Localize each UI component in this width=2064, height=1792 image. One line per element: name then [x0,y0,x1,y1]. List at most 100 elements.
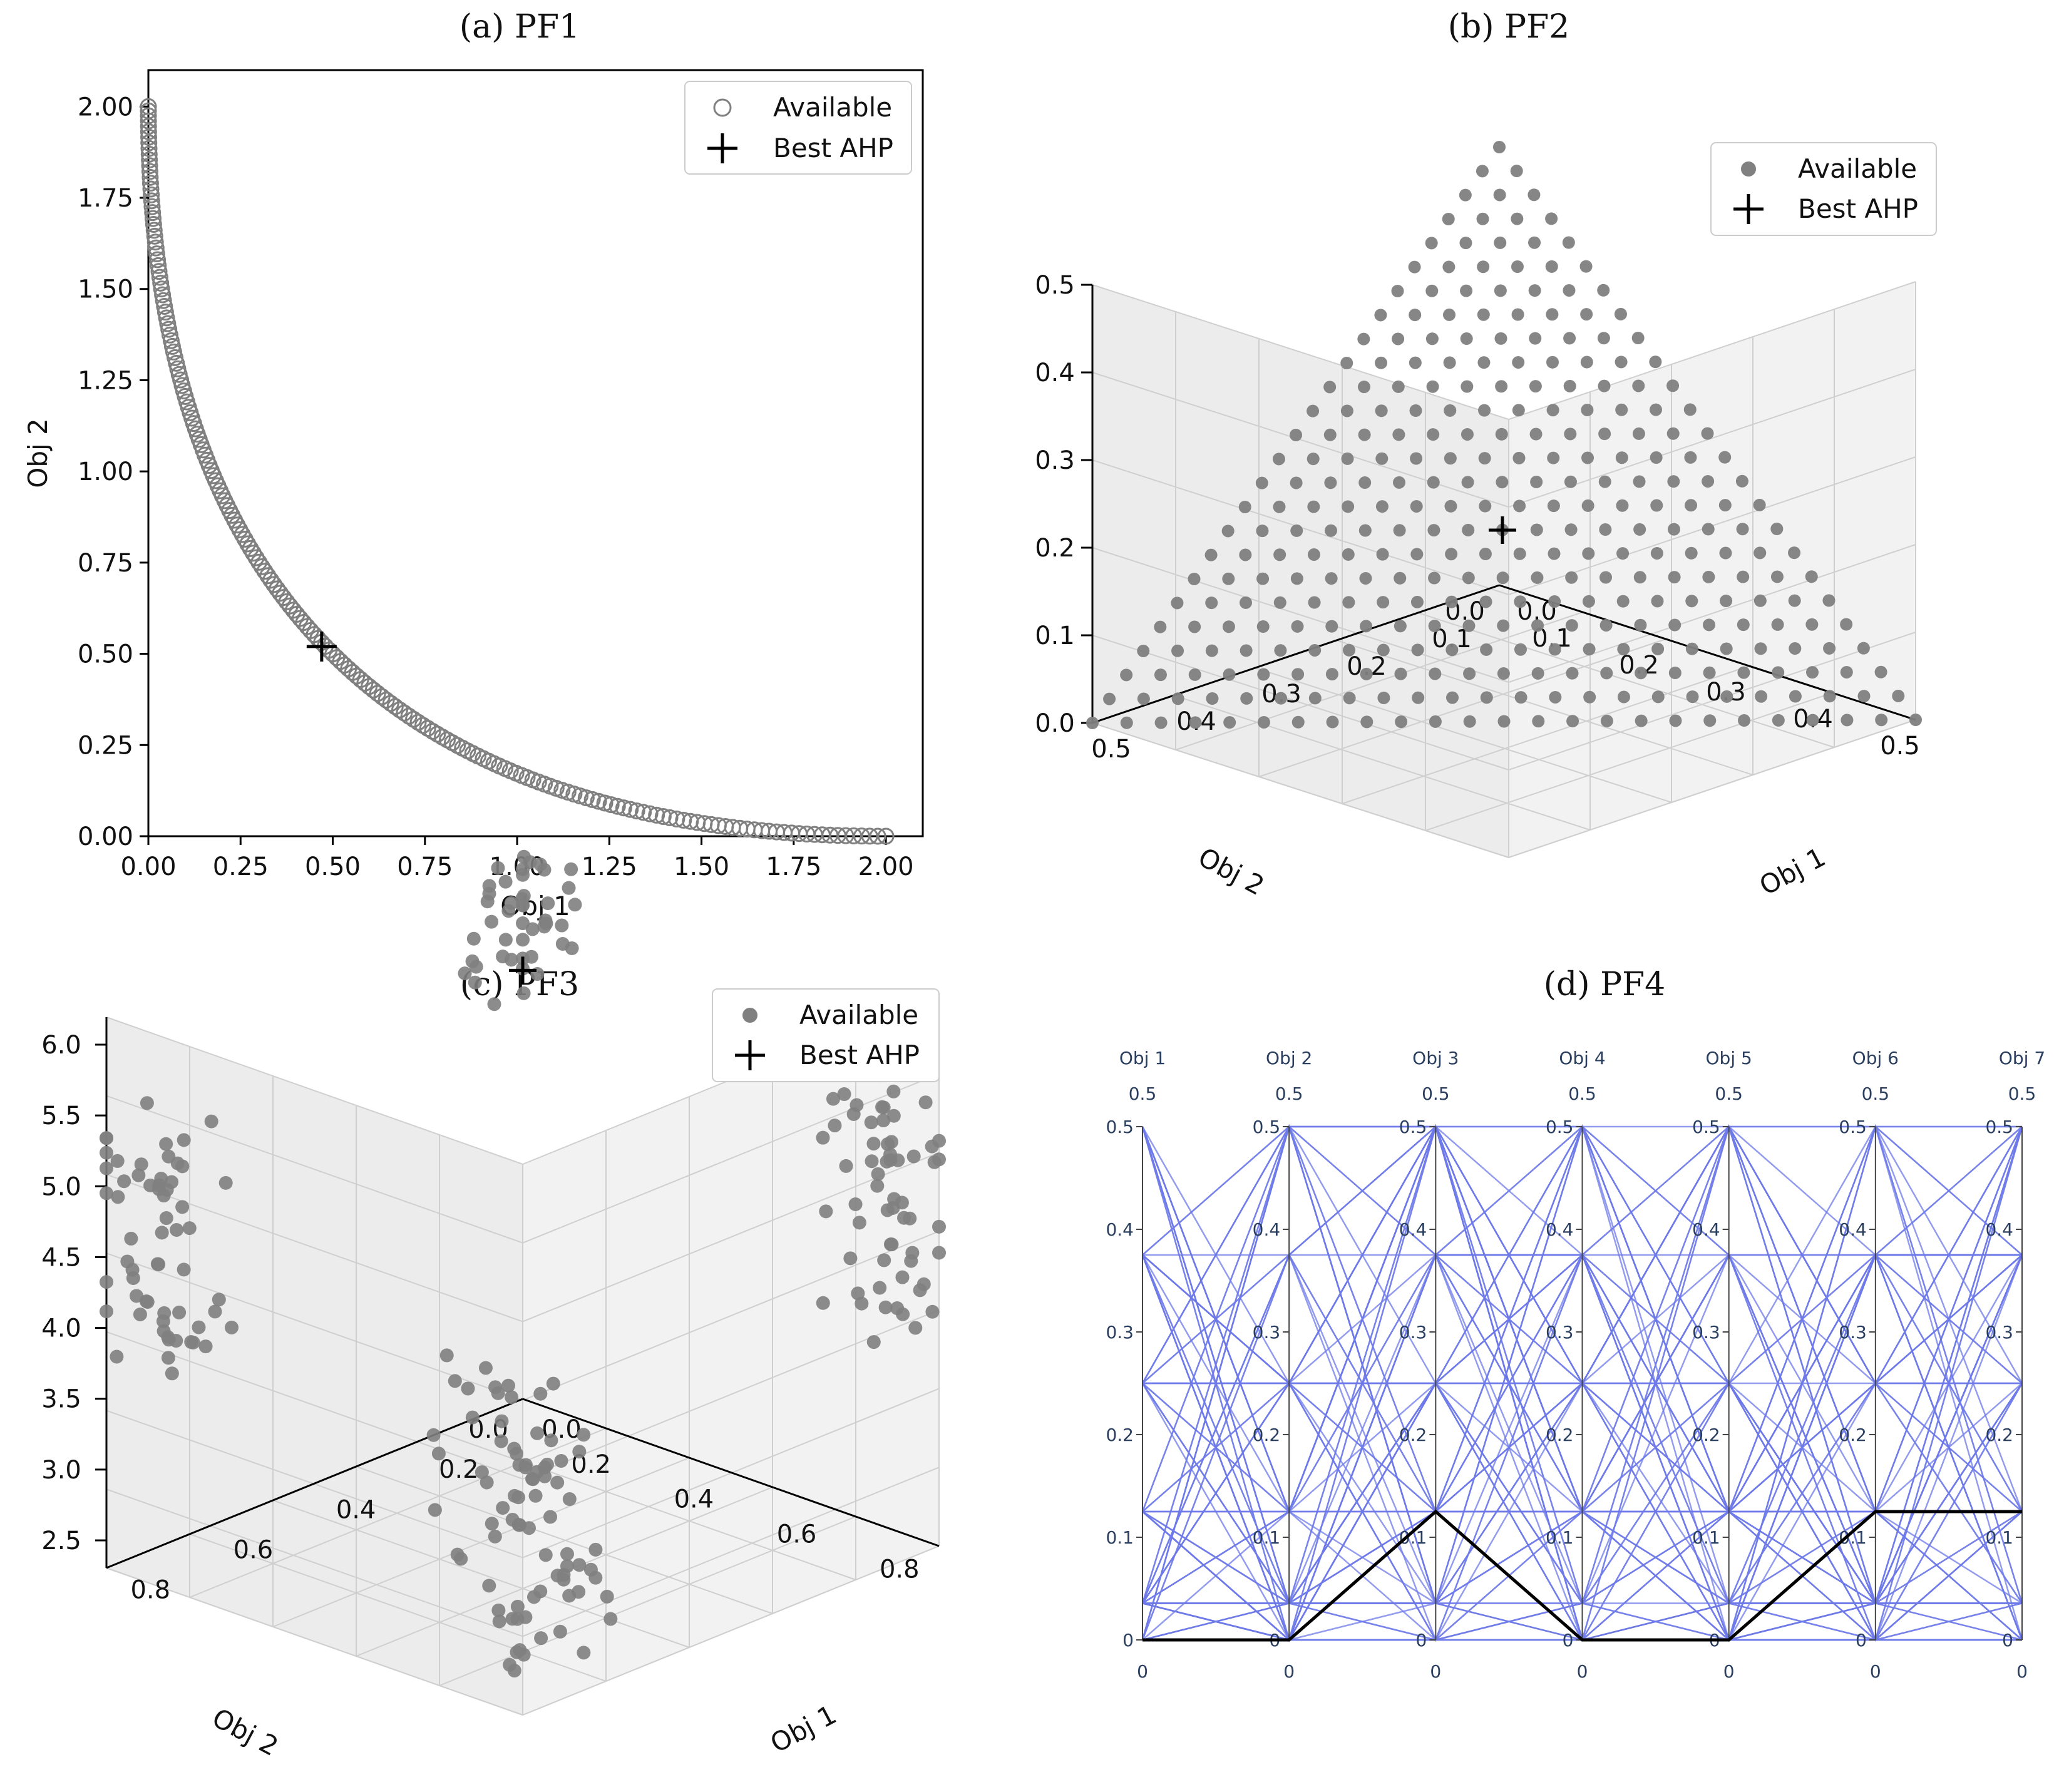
pf2-data-point [1805,570,1818,583]
pf2-data-point [1307,548,1320,561]
pf3-data-point [165,1366,179,1381]
pf2-data-point [1510,165,1523,178]
pf4-axis-top-label: 0.5 [1862,1083,1890,1104]
pf1-data-point [596,794,614,812]
pf2-data-point [1669,714,1682,727]
pf2-data-point [1564,428,1577,441]
pf3-data-point [492,1614,506,1629]
pf2-data-point [1720,595,1733,607]
pf1-data-point [654,807,672,825]
pf3-obj1-axis-line [522,1398,940,1547]
pf2-z-tick-label: 0.2 [1035,534,1075,563]
pf4-axis-bottom-label: 0 [1283,1661,1295,1682]
pf2-data-point [1445,595,1458,608]
pf2-z-tick-label: 0.5 [1035,271,1075,300]
pf2-data-point [1548,595,1561,608]
pf2-data-point [1841,714,1854,727]
pf3-data-point [162,1149,176,1164]
pf4-axis-tick-label: 0.5 [1106,1117,1134,1137]
pf3-data-point [182,1221,197,1236]
pf1-data-point [648,806,665,824]
pf2-data-point [1566,715,1579,728]
pf4-axis-bottom-label: 0 [2016,1661,2028,1682]
pf4-axis-tick-label: 0.4 [1692,1219,1720,1240]
pf2-data-point [1529,428,1543,441]
pf1-data-point [250,553,268,571]
pf3-data-point [526,1590,541,1604]
pf3-obj2-tick-label: 0.4 [674,1485,714,1514]
pf1-data-point [145,222,163,239]
pf3-z-tick-label: 2.5 [41,1527,81,1555]
pf2-data-point [1412,691,1425,704]
pf4-axis-tick-label: 0.2 [1839,1425,1867,1445]
pf3-data-point [100,1304,113,1319]
pf2-data-point [1684,451,1697,464]
pf3-data-point [588,1542,603,1557]
pf3-data-point [544,1433,558,1448]
pf1-legend-available-marker [713,98,732,117]
pf1-data-point [265,576,283,593]
pf3-data-point [487,997,501,1011]
pf2-data-point [1272,453,1285,466]
pf3-data-point [530,1465,544,1479]
pf4-axis-tick-label: 0 [1416,1630,1427,1651]
pf2-grid-line [1092,372,1509,508]
pf2-data-point [1393,476,1405,489]
pf2-data-point [1718,451,1732,464]
pf4-axis-tick-label: 0.2 [1692,1425,1720,1445]
pf2-data-point [1583,690,1596,704]
pf2-data-point [1788,594,1801,607]
pf2-data-point [1360,667,1373,680]
pf2-data-point [1527,188,1541,202]
pf2-data-point [1635,714,1648,727]
pf2-obj1-tick-label: 0.5 [1091,735,1131,764]
pf4-axis-tick-label: 0.2 [1399,1425,1427,1445]
pf4-axis-tick-label: 0.3 [1985,1322,2013,1343]
pf1-data-point [140,123,157,140]
pf2-data-point [1583,643,1596,656]
pf3-data-point [553,1624,567,1639]
pf1-data-point [141,168,159,186]
pf2-data-point [1393,524,1406,537]
pf3-data-point [475,1465,489,1480]
pf4-axis-tick-label: 0.1 [1253,1527,1281,1548]
pf2-data-point [1892,689,1905,702]
pf4-axis-bottom-label: 0 [1430,1661,1441,1682]
pf2-left-wall-pane [1092,285,1509,858]
pf3-data-point [134,1157,148,1172]
pf2-data-point [1650,451,1663,464]
pf2-data-point [1307,404,1320,417]
pf2-data-point [1528,284,1541,297]
pf2-grid-line [1508,719,1916,858]
pf2-data-point [1377,692,1390,704]
pf3-data-point [175,1200,190,1214]
pf3-grid-line [272,1500,690,1648]
pf2-data-point [1188,668,1201,681]
pf3-data-point [877,1253,891,1267]
pf2-data-point [1580,308,1593,321]
pf2-data-point [1479,595,1492,608]
pf2-data-point [1427,428,1440,441]
pf2-data-point [1563,379,1576,392]
pf2-data-point [1840,618,1853,631]
pf2-data-point [1549,690,1562,704]
pf2-data-point [1206,692,1219,705]
pf3-grid-line [106,1016,523,1165]
pf2-data-point [1633,523,1646,536]
pf1-data-point [262,571,280,589]
pf3-data-point [523,855,537,869]
pf2-data-point [1735,474,1748,488]
pf3-data-point [572,1445,587,1459]
pf1-data-point [157,304,174,321]
pf3-data-point [170,1223,184,1237]
pf2-data-point [1427,524,1440,537]
pf3-grid-line [522,1231,940,1401]
pf2-data-point [1703,666,1716,679]
pf1-data-point [256,563,274,580]
pf4-axis-tick-label: 0 [1856,1630,1867,1651]
pf2-available-points [1086,141,1922,729]
pf4-axis-tick-label: 0.1 [1106,1527,1134,1548]
pf3-data-point [505,1612,520,1626]
pf2-data-point [1137,692,1150,705]
pf2-data-point [1600,714,1613,727]
